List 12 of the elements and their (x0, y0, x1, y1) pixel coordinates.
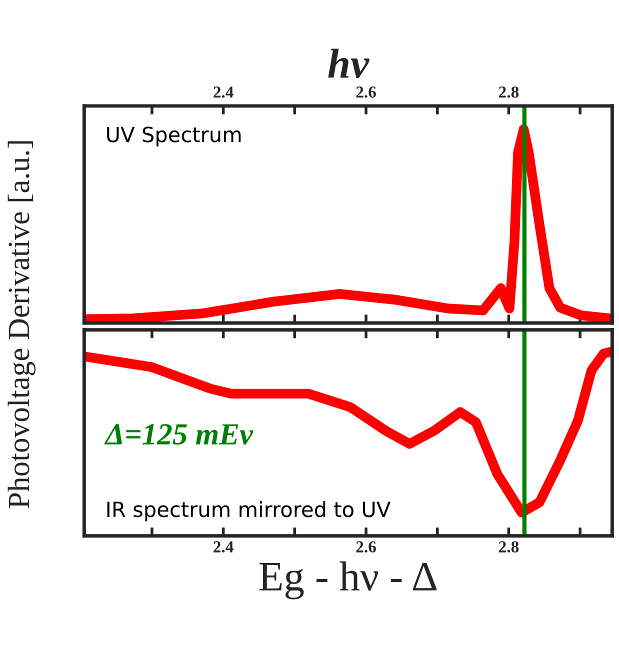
annotation: UV Spectrum (107, 126, 241, 146)
x-axis-title: Eg - hν - Δ (259, 561, 437, 600)
x-tick-label: 2.8 (499, 541, 519, 553)
annotation: IR spectrum mirrored to UV (107, 501, 390, 522)
y-axis-title: Photovoltage Derivative [a.u.] (8, 141, 36, 508)
x-axis-title: hν (328, 48, 370, 78)
x-tick-label: 2.6 (356, 86, 376, 98)
x-tick-label: 2.4 (214, 541, 234, 553)
annotation: Δ=125 mEv (104, 424, 254, 445)
x-tick-label: 2.4 (214, 86, 234, 98)
x-tick-label: 2.6 (356, 541, 376, 553)
x-tick-label: 2.8 (499, 86, 519, 98)
